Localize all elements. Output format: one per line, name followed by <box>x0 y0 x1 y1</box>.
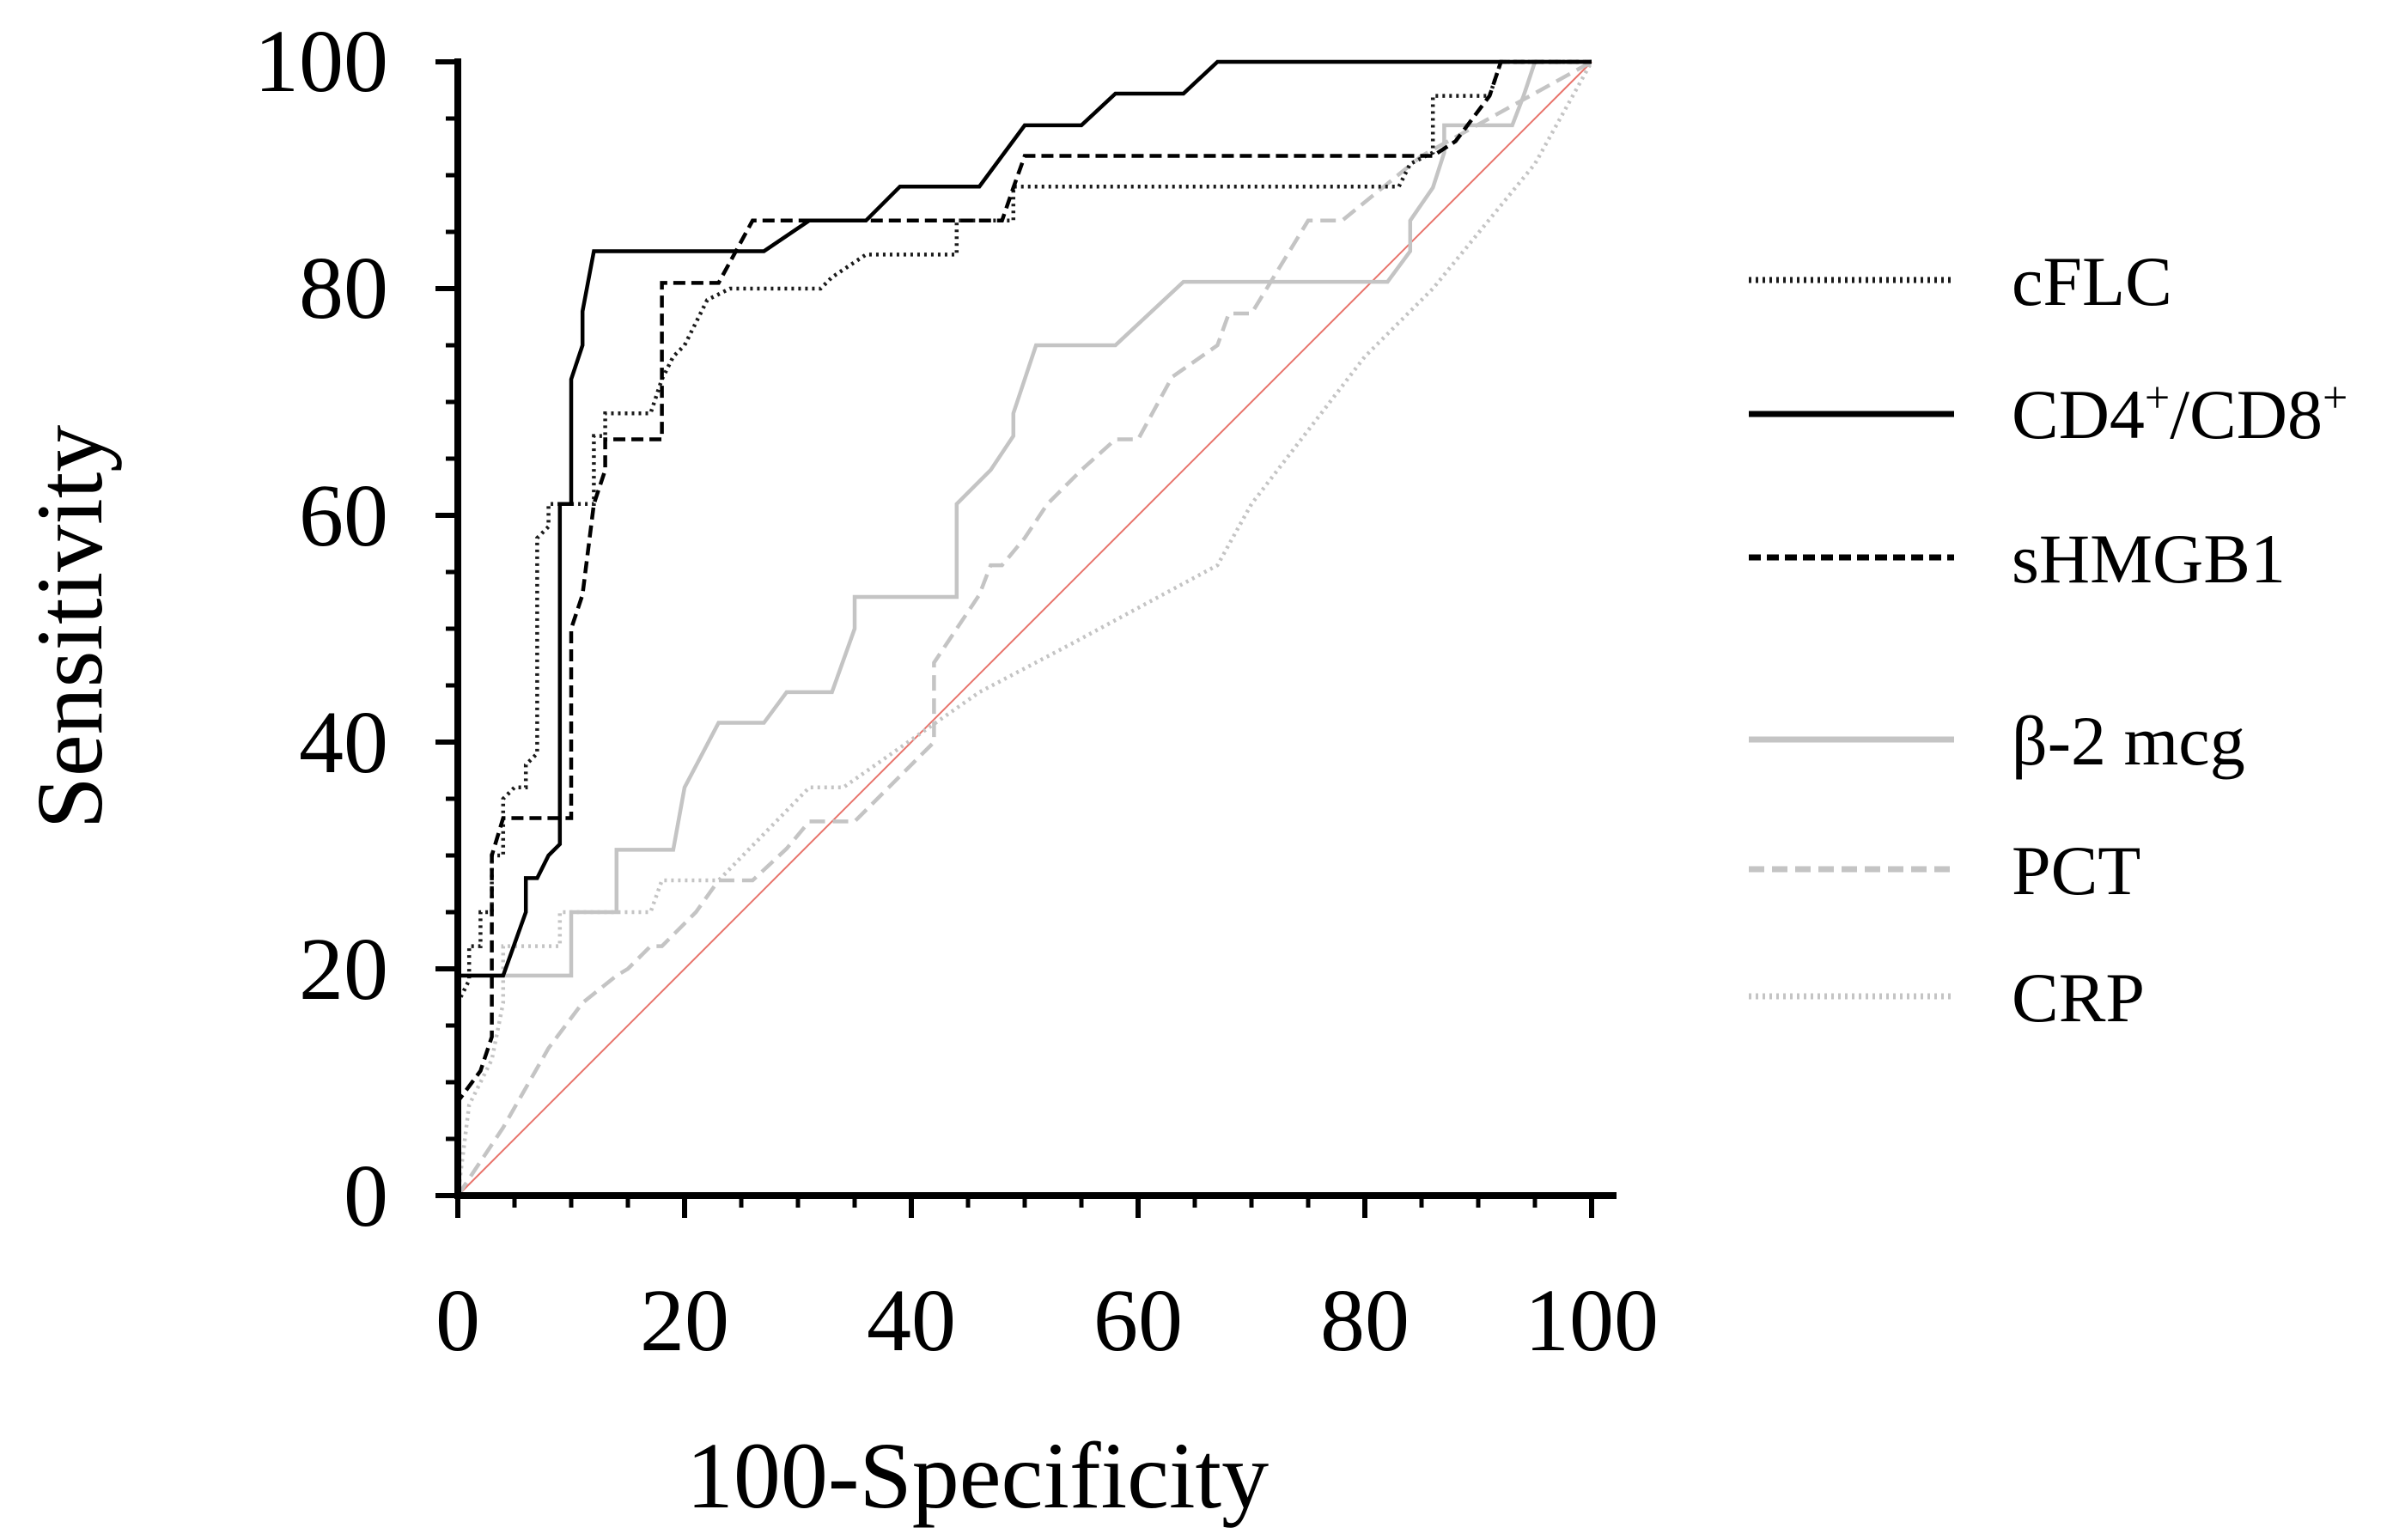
legend: cFLC CD4+/CD8+ sHMGB1 β-2 mcg PCT CRP <box>1749 242 2347 1037</box>
reference-diagonal-line <box>457 61 1592 1196</box>
series-line-crp <box>455 60 1593 1196</box>
series-line-cflc <box>455 59 1592 1196</box>
y-tick-label: 80 <box>299 239 388 338</box>
legend-label-cd4-cd8: CD4+/CD8+ <box>2012 374 2347 453</box>
series-layer <box>455 59 1593 1197</box>
legend-sup-1: + <box>2145 374 2170 423</box>
series-line-cd4-cd8 <box>455 59 1592 1196</box>
x-axis-title: 100-Specificity <box>686 1423 1269 1528</box>
y-tick-label: 40 <box>299 693 388 792</box>
legend-label-shmgb1: sHMGB1 <box>2012 520 2286 598</box>
y-tick-label: 60 <box>299 466 388 565</box>
legend-label-pct: PCT <box>2012 831 2140 910</box>
legend-label-cd4: CD4 <box>2012 375 2145 453</box>
reference-line-layer <box>457 61 1592 1196</box>
legend-label-crp: CRP <box>2012 959 2145 1037</box>
x-tick-label: 60 <box>1093 1271 1183 1370</box>
x-tick-labels: 0 20 40 60 80 100 <box>435 1271 1659 1370</box>
y-tick-label: 20 <box>299 920 388 1019</box>
y-tick-label: 0 <box>344 1147 388 1245</box>
y-axis-title: Sensitivity <box>17 425 122 830</box>
series-line-shmgb1 <box>455 59 1592 1196</box>
y-tick-labels: 0 20 40 60 80 100 <box>254 12 388 1245</box>
tick-layer <box>435 59 1594 1218</box>
series-line-2-mcg <box>455 59 1592 1196</box>
x-tick-label: 0 <box>435 1271 480 1370</box>
legend-label-cflc: cFLC <box>2012 242 2172 320</box>
series-line-pct <box>456 60 1593 1197</box>
plot-area <box>455 59 1593 1197</box>
x-tick-label: 100 <box>1525 1271 1659 1370</box>
x-tick-label: 40 <box>867 1271 956 1370</box>
x-tick-label: 20 <box>640 1271 729 1370</box>
y-tick-label: 100 <box>254 12 388 111</box>
x-tick-label: 80 <box>1320 1271 1410 1370</box>
legend-label-cd8: /CD8 <box>2170 375 2323 453</box>
legend-label-b2mcg: β-2 mcg <box>2012 702 2245 780</box>
legend-sup-2: + <box>2323 374 2347 423</box>
